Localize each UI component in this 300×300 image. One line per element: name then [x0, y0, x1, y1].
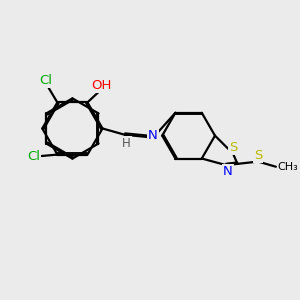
Text: Cl: Cl	[27, 149, 40, 163]
Text: S: S	[254, 149, 262, 162]
Text: H: H	[122, 137, 131, 150]
Text: N: N	[148, 129, 158, 142]
Text: Cl: Cl	[39, 74, 52, 87]
Text: OH: OH	[92, 79, 112, 92]
Text: S: S	[229, 141, 237, 154]
Text: CH₃: CH₃	[277, 162, 298, 172]
Text: N: N	[223, 165, 232, 178]
